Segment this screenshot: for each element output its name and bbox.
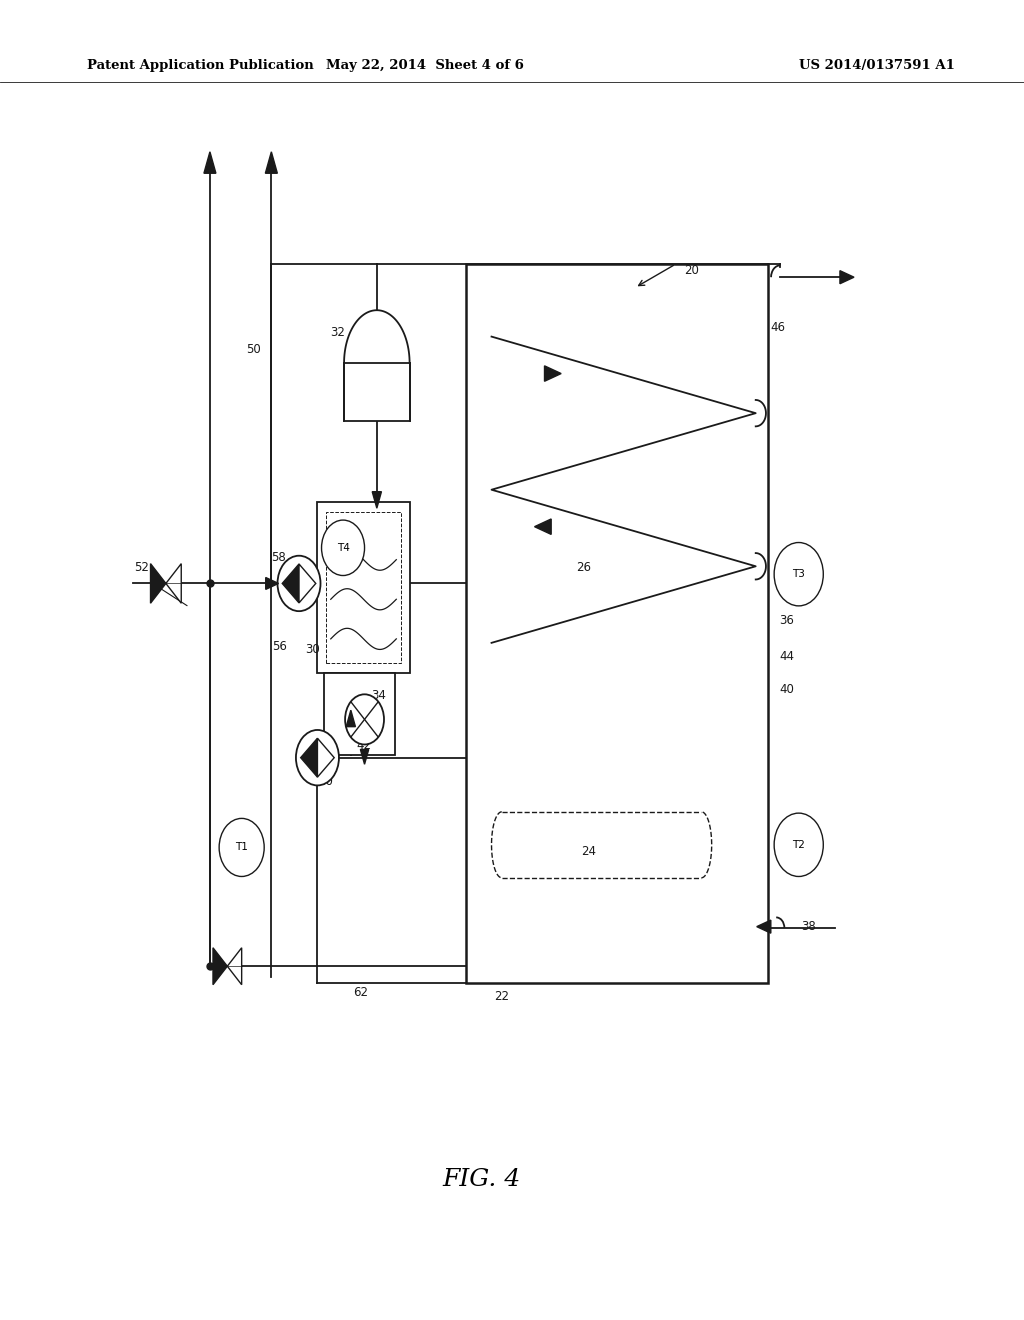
Circle shape: [774, 813, 823, 876]
Text: T4: T4: [337, 543, 349, 553]
FancyBboxPatch shape: [317, 502, 410, 673]
Circle shape: [774, 543, 823, 606]
Text: 44: 44: [779, 649, 794, 663]
Polygon shape: [283, 564, 299, 603]
Polygon shape: [299, 564, 315, 603]
Polygon shape: [266, 578, 279, 589]
Text: 24: 24: [582, 845, 596, 858]
Text: US 2014/0137591 A1: US 2014/0137591 A1: [799, 59, 954, 73]
Polygon shape: [757, 920, 771, 933]
Text: 22: 22: [495, 990, 509, 1003]
FancyBboxPatch shape: [466, 264, 768, 983]
Text: T1: T1: [236, 842, 248, 853]
Text: 36: 36: [779, 614, 794, 627]
Circle shape: [345, 694, 384, 744]
Polygon shape: [317, 738, 334, 777]
Text: May 22, 2014  Sheet 4 of 6: May 22, 2014 Sheet 4 of 6: [326, 59, 524, 73]
Text: 26: 26: [577, 561, 591, 574]
Text: 58: 58: [271, 550, 286, 564]
Polygon shape: [545, 366, 561, 381]
Text: T2: T2: [793, 840, 805, 850]
Text: 42: 42: [356, 739, 371, 752]
Circle shape: [219, 818, 264, 876]
Text: 62: 62: [353, 986, 368, 999]
Polygon shape: [227, 948, 242, 985]
Text: 40: 40: [779, 682, 794, 696]
Polygon shape: [151, 564, 166, 603]
Polygon shape: [265, 152, 278, 173]
Text: Patent Application Publication: Patent Application Publication: [87, 59, 313, 73]
Polygon shape: [373, 492, 381, 508]
Text: 56: 56: [272, 640, 287, 653]
Polygon shape: [204, 152, 216, 173]
Circle shape: [278, 556, 321, 611]
Text: 30: 30: [305, 643, 319, 656]
Polygon shape: [346, 710, 355, 726]
Text: T3: T3: [793, 569, 805, 579]
Circle shape: [322, 520, 365, 576]
Text: 50: 50: [247, 343, 261, 356]
Polygon shape: [166, 564, 181, 603]
Text: 32: 32: [331, 326, 345, 339]
Circle shape: [296, 730, 339, 785]
Polygon shape: [535, 519, 551, 535]
Polygon shape: [301, 738, 317, 777]
Text: 28: 28: [295, 561, 309, 574]
Text: 52: 52: [134, 561, 148, 574]
Text: FIG. 4: FIG. 4: [442, 1168, 520, 1191]
Text: 46: 46: [771, 321, 785, 334]
Text: 34: 34: [372, 689, 386, 702]
FancyBboxPatch shape: [324, 673, 395, 755]
FancyBboxPatch shape: [326, 512, 401, 663]
FancyBboxPatch shape: [344, 363, 410, 421]
Text: 38: 38: [802, 920, 816, 933]
Polygon shape: [840, 271, 854, 284]
Polygon shape: [213, 948, 227, 985]
Text: 20: 20: [684, 264, 698, 277]
Text: 60: 60: [318, 775, 333, 788]
Polygon shape: [360, 750, 369, 764]
